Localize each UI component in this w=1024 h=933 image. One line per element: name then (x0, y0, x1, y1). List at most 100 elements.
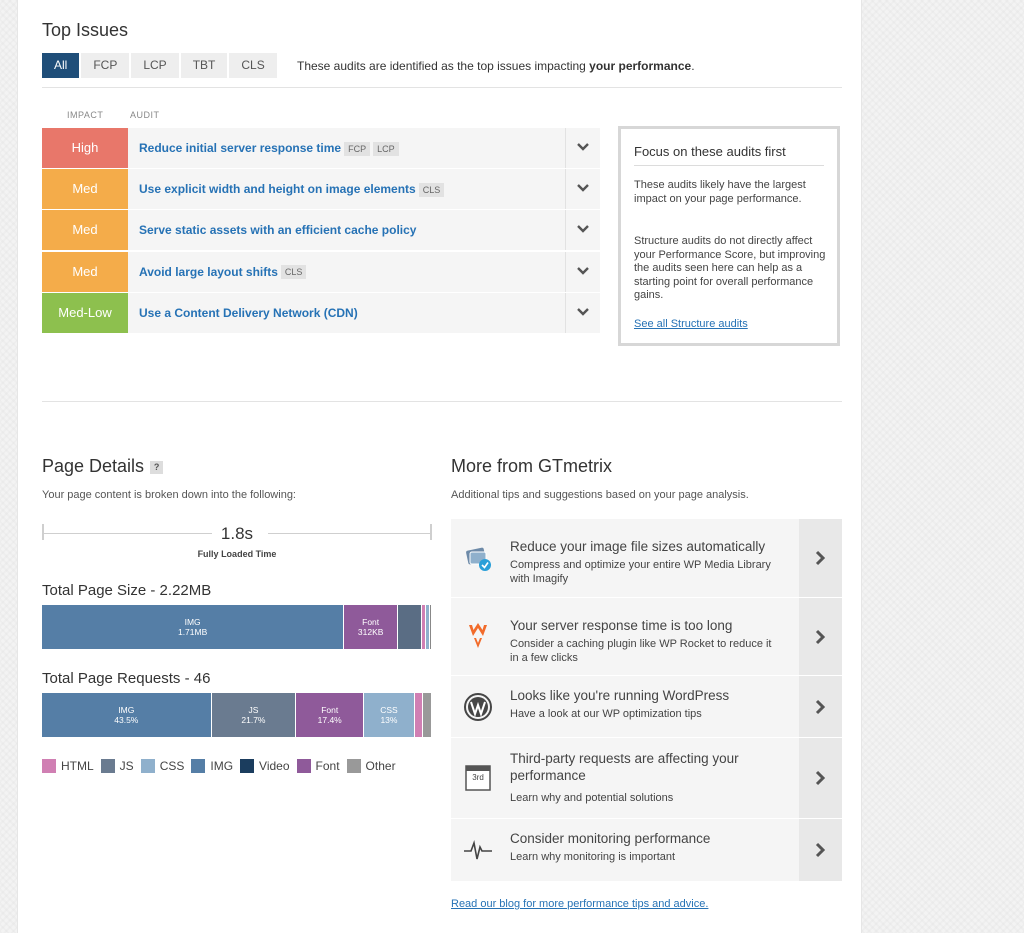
help-icon[interactable]: ? (150, 460, 164, 474)
blog-link[interactable]: Read our blog for more performance tips … (451, 898, 709, 910)
audit-row[interactable]: Med Serve static assets with an efficient… (42, 210, 600, 251)
tip-description: Compress and optimize your entire WP Med… (510, 559, 771, 585)
legend-item: Other (346, 759, 396, 773)
audit-row[interactable]: High Reduce initial server response time F… (42, 128, 600, 168)
tip-open-button[interactable] (799, 738, 842, 818)
bar-segment: JS 21.7% (211, 693, 297, 737)
tab-fcp[interactable]: FCP (81, 53, 130, 78)
legend-label: Font (315, 759, 340, 773)
expand-audit-button[interactable] (565, 169, 600, 210)
pulse-monitor-icon (463, 835, 493, 865)
expand-audit-button[interactable] (565, 251, 600, 292)
segment-label: IMG (118, 705, 135, 715)
page-size-bar: IMG 1.71MB Font 312KB (42, 605, 432, 649)
tip-description: Have a look at our WP optimization tips (510, 707, 702, 720)
legend-swatch (140, 759, 155, 773)
bar-segment (414, 693, 424, 737)
bar-segment (423, 693, 432, 737)
audit-row[interactable]: Med-Low Use a Content Delivery Network (C… (42, 292, 600, 333)
legend-swatch (296, 759, 311, 773)
timeline-end-cap (430, 524, 432, 540)
impact-badge: Med (42, 169, 128, 210)
expand-audit-button[interactable] (565, 292, 600, 333)
focus-title: Focus on these audits first (634, 144, 824, 166)
tip-card[interactable]: Looks like you're running WordPress Have … (451, 676, 842, 737)
more-from-gtmetrix-title: More from GTmetrix (451, 456, 613, 476)
bar-segment (426, 605, 431, 649)
audit-title[interactable]: Avoid large layout shifts CLS (139, 252, 307, 292)
legend-label: IMG (210, 759, 234, 773)
audit-title-text: Serve static assets with an efficient ca… (139, 223, 417, 238)
tip-card[interactable]: Consider monitoring performance Learn why… (451, 819, 842, 881)
impact-badge: High (42, 128, 128, 168)
content-type-legend: HTML JS CSS IMG Video Font Other (42, 759, 403, 773)
segment-label: JS (248, 705, 259, 715)
expand-audit-button[interactable] (565, 210, 600, 251)
tab-lcp[interactable]: LCP (131, 53, 179, 78)
audit-title[interactable]: Reduce initial server response time FCP LC… (139, 128, 399, 168)
tip-card[interactable]: Your server response time is too long Con… (451, 598, 842, 675)
legend-swatch (100, 759, 115, 773)
legend-label: Video (259, 759, 290, 773)
impact-badge: Med-Low (42, 292, 128, 333)
legend-swatch (42, 759, 56, 773)
fully-loaded-time-value: 1.8s (220, 524, 254, 543)
tip-open-button[interactable] (799, 598, 842, 675)
tip-card[interactable]: Reduce your image file sizes automatical… (451, 519, 842, 597)
tip-description: Consider a caching plugin like WP Rocket… (510, 637, 772, 664)
tab-all[interactable]: All (42, 53, 80, 78)
see-all-structure-audits-link[interactable]: See all Structure audits (634, 318, 748, 330)
tip-description: Learn why monitoring is important (510, 851, 676, 863)
tip-open-button[interactable] (799, 676, 842, 737)
legend-item: HTML (42, 759, 94, 773)
legend-label: Other (365, 759, 396, 773)
audit-title[interactable]: Use a Content Delivery Network (CDN) (139, 293, 358, 333)
fully-loaded-time-label: Fully Loaded Time (197, 549, 277, 559)
third-party-icon: 3rd (463, 763, 493, 793)
total-page-requests-title: Total Page Requests - 46 (42, 670, 211, 687)
tip-title: Third-party requests are affecting your … (510, 751, 739, 783)
segment-label: CSS (380, 705, 398, 715)
impact-badge: Med (42, 210, 128, 251)
timeline-line-right (268, 533, 432, 534)
page-requests-bar: IMG 43.5% JS 21.7% Font 17.4% CSS 13% (42, 693, 432, 737)
divider (42, 87, 842, 88)
page-details-heading: Page Details? (42, 456, 164, 477)
tab-tbt[interactable]: TBT (180, 53, 228, 78)
legend-swatch (240, 759, 255, 773)
third-party-badge-text: 3rd (472, 773, 484, 782)
tip-card[interactable]: 3rd Third-party requests are affecting yo… (451, 738, 842, 818)
audit-row[interactable]: Med Use explicit width and height on imag… (42, 169, 600, 210)
section-divider (42, 401, 842, 402)
legend-label: CSS (159, 759, 185, 773)
tab-cls[interactable]: CLS (229, 53, 277, 78)
page-details-subtitle: Your page content is broken down into th… (42, 489, 296, 501)
focus-audits-box: Focus on these audits first These audits… (618, 126, 840, 346)
audit-title-text: Reduce initial server response time (139, 141, 342, 155)
metric-tag: LCP (373, 141, 399, 156)
bar-segment (430, 605, 432, 649)
audit-title-text: Use explicit width and height on image e… (139, 182, 416, 197)
page-details-title: Page Details (42, 456, 145, 476)
bar-segment (422, 605, 427, 649)
audit-row[interactable]: Med Avoid large layout shifts CLS (42, 251, 600, 292)
legend-label: JS (119, 759, 134, 773)
segment-value: 21.7% (241, 715, 266, 725)
wp-rocket-icon (463, 622, 493, 652)
audit-title[interactable]: Serve static assets with an efficient ca… (139, 210, 416, 250)
bar-segment: IMG 43.5% (42, 693, 212, 737)
audit-title-text: Use a Content Delivery Network (CDN) (139, 305, 358, 320)
audit-title[interactable]: Use explicit width and height on image e… (139, 169, 445, 209)
metric-tag: FCP (344, 141, 371, 156)
tip-open-button[interactable] (799, 519, 842, 597)
legend-swatch (346, 759, 361, 773)
bar-segment (398, 605, 423, 649)
segment-label: Font (321, 705, 339, 715)
expand-audit-button[interactable] (565, 128, 600, 168)
bar-segment: CSS 13% (364, 693, 415, 737)
bar-segment: IMG 1.71MB (42, 605, 345, 649)
metric-filter-tabs: All FCP LCP TBT CLS (42, 53, 279, 78)
metric-tag: CLS (280, 265, 307, 280)
metric-tag: CLS (418, 183, 445, 198)
tip-open-button[interactable] (799, 819, 842, 881)
